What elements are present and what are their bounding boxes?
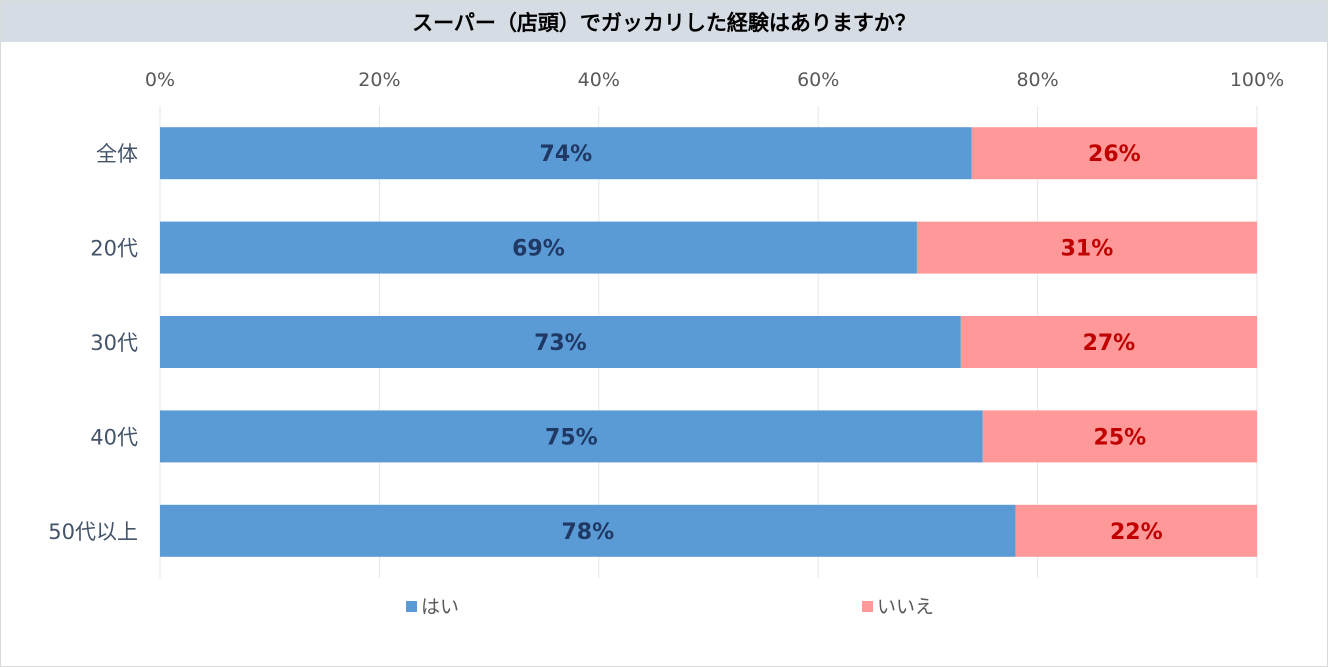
legend-label: はい bbox=[421, 596, 459, 618]
category-label: 40代 bbox=[90, 425, 138, 449]
data-label: 75% bbox=[545, 425, 598, 450]
data-label: 25% bbox=[1094, 425, 1147, 450]
bar-no bbox=[1015, 504, 1257, 557]
category-label: 30代 bbox=[90, 331, 138, 355]
x-tick-label: 80% bbox=[1016, 69, 1058, 91]
legend-swatch bbox=[862, 601, 873, 612]
category-label: 20代 bbox=[90, 237, 138, 261]
data-label: 31% bbox=[1061, 237, 1114, 262]
bar-no bbox=[916, 221, 1257, 274]
legend-label: いいえ bbox=[877, 596, 934, 618]
data-label: 22% bbox=[1110, 520, 1163, 545]
data-label: 74% bbox=[540, 142, 593, 167]
category-labels: 全体 20代 30代 40代 50代以上 bbox=[48, 142, 138, 544]
category-label: 全体 bbox=[96, 142, 138, 166]
bars: 74% 26% 69% 31% 73% 27% 75% 25% 78% 22% bbox=[160, 127, 1257, 557]
legend-swatch bbox=[406, 601, 417, 612]
x-tick-label: 40% bbox=[578, 69, 620, 91]
bar-yes bbox=[160, 504, 1016, 557]
bar-no bbox=[982, 410, 1257, 463]
bar-no bbox=[971, 127, 1257, 180]
chart-title: スーパー（店頭）でガッカリした経験はありますか？ bbox=[1, 1, 1327, 42]
legend: はい いいえ bbox=[406, 596, 934, 618]
category-label: 50代以上 bbox=[48, 520, 138, 544]
data-label: 27% bbox=[1083, 331, 1136, 356]
x-axis-ticks: 0% 20% 40% 60% 80% 100% bbox=[145, 69, 1284, 91]
x-tick-label: 100% bbox=[1230, 69, 1284, 91]
bar-no bbox=[960, 316, 1257, 368]
bar-yes bbox=[160, 127, 972, 180]
bar-yes bbox=[160, 221, 917, 274]
data-label: 69% bbox=[512, 237, 565, 262]
data-label: 73% bbox=[534, 331, 587, 356]
x-tick-label: 20% bbox=[358, 69, 400, 91]
x-tick-label: 60% bbox=[797, 69, 839, 91]
bar-yes bbox=[160, 316, 961, 368]
x-tick-label: 0% bbox=[145, 69, 175, 91]
bar-yes bbox=[160, 410, 983, 463]
data-label: 26% bbox=[1088, 142, 1141, 167]
data-label: 78% bbox=[561, 520, 614, 545]
